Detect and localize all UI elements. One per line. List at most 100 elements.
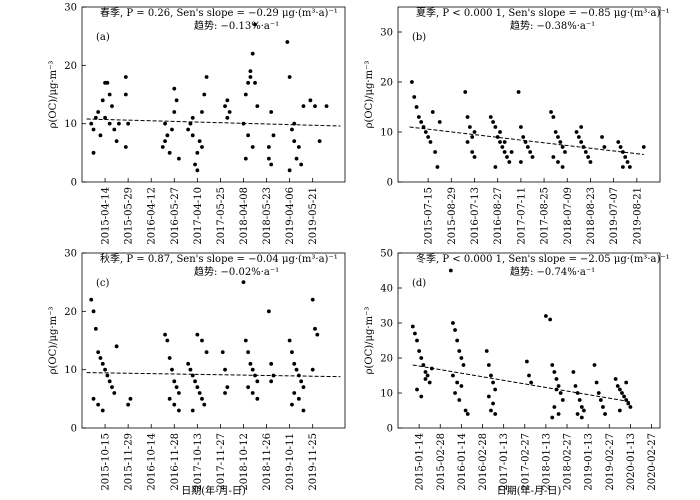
data-point: [241, 280, 246, 285]
data-point: [616, 140, 621, 144]
y-tick-label: 10: [380, 389, 393, 400]
x-tick-label: 2019-08-21: [632, 187, 643, 245]
data-point: [498, 140, 502, 144]
data-point: [313, 326, 317, 331]
trend-text: 趋势: −0.02%·a⁻¹: [194, 265, 279, 278]
y-tick-label: 20: [64, 61, 77, 72]
data-point: [299, 162, 304, 167]
data-point: [200, 145, 204, 149]
data-point: [558, 140, 563, 144]
data-point: [552, 405, 557, 409]
data-point: [287, 75, 292, 79]
data-point: [525, 145, 530, 149]
data-point: [576, 135, 581, 139]
data-point: [186, 361, 191, 366]
data-point: [470, 135, 475, 139]
y-tick-label: 10: [380, 128, 393, 139]
data-point: [457, 398, 462, 402]
data-point: [255, 379, 260, 384]
trend-text: 趋势: −0.38%·a⁻¹: [510, 19, 595, 32]
data-point: [457, 349, 462, 353]
data-point: [294, 367, 299, 372]
data-point: [615, 384, 620, 388]
data-point: [167, 396, 172, 401]
data-point: [484, 349, 489, 353]
data-point: [255, 396, 260, 401]
data-point: [586, 155, 591, 159]
data-point: [577, 398, 582, 402]
y-axis-label: ρ(OC)/μg·m⁻³: [364, 307, 375, 375]
panel: 0 10 20 30 2015-10-15 2015-11-29 2016-10-14 201…: [48, 249, 346, 497]
data-point: [554, 377, 559, 381]
data-point: [617, 387, 622, 392]
data-point: [421, 363, 426, 367]
data-point: [421, 125, 426, 129]
data-point: [93, 326, 98, 331]
data-point: [448, 268, 453, 273]
x-tick-label: 2019-02-27: [605, 433, 616, 491]
data-point: [123, 145, 128, 149]
data-point: [269, 110, 274, 114]
data-point: [255, 104, 260, 109]
data-point: [110, 104, 114, 109]
data-point: [89, 297, 94, 302]
x-tick-label: 2017-10-13: [193, 433, 204, 491]
data-point: [243, 156, 248, 161]
data-point: [465, 412, 470, 416]
data-point: [96, 350, 101, 355]
data-point: [498, 130, 502, 134]
x-tick-label: 2015-10-15: [101, 433, 112, 491]
data-point: [98, 133, 103, 138]
data-point: [296, 145, 301, 149]
x-tick-label: 2017-02-27: [520, 433, 531, 491]
data-point: [250, 391, 255, 395]
data-point: [197, 391, 202, 395]
data-point: [128, 396, 133, 401]
x-tick-label: 2017-05-25: [216, 187, 227, 245]
data-point: [459, 384, 464, 388]
data-point: [423, 130, 428, 134]
data-point: [489, 373, 493, 378]
x-tick-label: 2017-07-11: [516, 187, 527, 245]
x-tick-label: 2015-07-15: [424, 187, 435, 245]
data-point: [188, 121, 193, 126]
data-point: [163, 121, 167, 126]
data-point: [292, 139, 297, 144]
data-point: [105, 373, 110, 378]
data-point: [558, 391, 563, 395]
data-point: [188, 367, 193, 372]
data-point: [98, 356, 103, 360]
data-point: [467, 125, 472, 129]
data-point: [579, 405, 584, 409]
x-tick-label: 2016-01-14: [457, 433, 468, 491]
data-point: [416, 115, 421, 119]
data-point: [493, 387, 498, 392]
data-point: [451, 321, 455, 325]
data-point: [486, 363, 491, 367]
data-point: [563, 150, 567, 154]
data-point: [225, 115, 230, 120]
data-point: [412, 95, 417, 99]
data-point: [250, 367, 255, 372]
x-tick-label: 2018-02-27: [563, 433, 574, 491]
data-point: [627, 165, 632, 169]
trend-line: [86, 372, 341, 378]
annotation: 秋季, P = 0.87, Sen's slope = −0.04 μg·(m³…: [100, 252, 338, 265]
data-point: [579, 125, 584, 129]
data-point: [463, 90, 468, 94]
y-tick-label: 10: [64, 119, 77, 130]
data-point: [200, 110, 204, 114]
data-point: [502, 140, 507, 144]
data-point: [505, 155, 509, 159]
data-point: [617, 408, 622, 413]
data-point: [602, 145, 607, 149]
y-tick-label: 20: [380, 354, 393, 365]
data-point: [622, 394, 626, 399]
data-point: [163, 332, 167, 337]
data-point: [112, 127, 117, 132]
y-tick-label: 50: [380, 249, 393, 260]
data-point: [107, 379, 112, 384]
data-point: [246, 385, 251, 390]
x-tick-label: 2015-11-29: [124, 433, 135, 491]
data-point: [308, 98, 313, 103]
